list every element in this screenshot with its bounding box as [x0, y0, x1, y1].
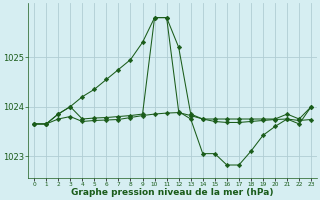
X-axis label: Graphe pression niveau de la mer (hPa): Graphe pression niveau de la mer (hPa)	[71, 188, 274, 197]
